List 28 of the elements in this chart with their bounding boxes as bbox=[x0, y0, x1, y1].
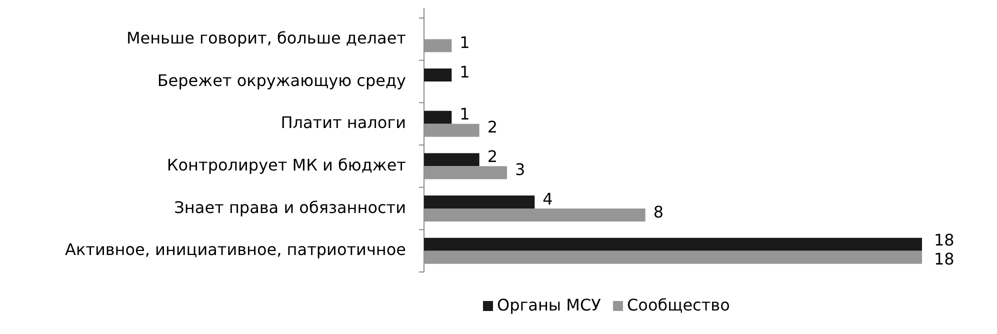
data-label: 3 bbox=[515, 160, 526, 180]
data-label: 1 bbox=[460, 104, 470, 124]
data-label: 2 bbox=[487, 118, 498, 137]
y-tick-label: Активное, инициативное, патриотичное bbox=[65, 240, 406, 260]
data-label: 4 bbox=[542, 189, 553, 208]
bar bbox=[424, 196, 535, 208]
bar bbox=[424, 238, 922, 251]
y-tick-label: Знает права и обязанности bbox=[174, 198, 406, 217]
y-tick-label: Меньше говорит, больше делает bbox=[126, 28, 406, 48]
bar bbox=[424, 250, 922, 264]
y-tick-label: Бережет окружающую среду bbox=[157, 70, 406, 90]
data-label: 2 bbox=[487, 147, 498, 166]
data-label: 18 bbox=[934, 250, 954, 269]
y-tick-label: Платит налоги bbox=[280, 113, 406, 132]
data-label: 1 bbox=[460, 33, 470, 52]
data-label: 8 bbox=[653, 202, 664, 222]
bar bbox=[424, 68, 452, 82]
legend-label: Сообщество bbox=[627, 295, 730, 314]
y-tick-label: Контролирует МК и бюджет bbox=[166, 156, 406, 175]
bar bbox=[424, 110, 452, 124]
data-label: 18 bbox=[934, 230, 954, 250]
bar bbox=[424, 166, 507, 180]
bar bbox=[424, 124, 480, 137]
bar bbox=[424, 39, 452, 52]
bar bbox=[424, 153, 480, 166]
bar bbox=[424, 208, 646, 222]
legend-label: Органы МСУ bbox=[497, 295, 602, 314]
data-label: 1 bbox=[460, 62, 470, 82]
